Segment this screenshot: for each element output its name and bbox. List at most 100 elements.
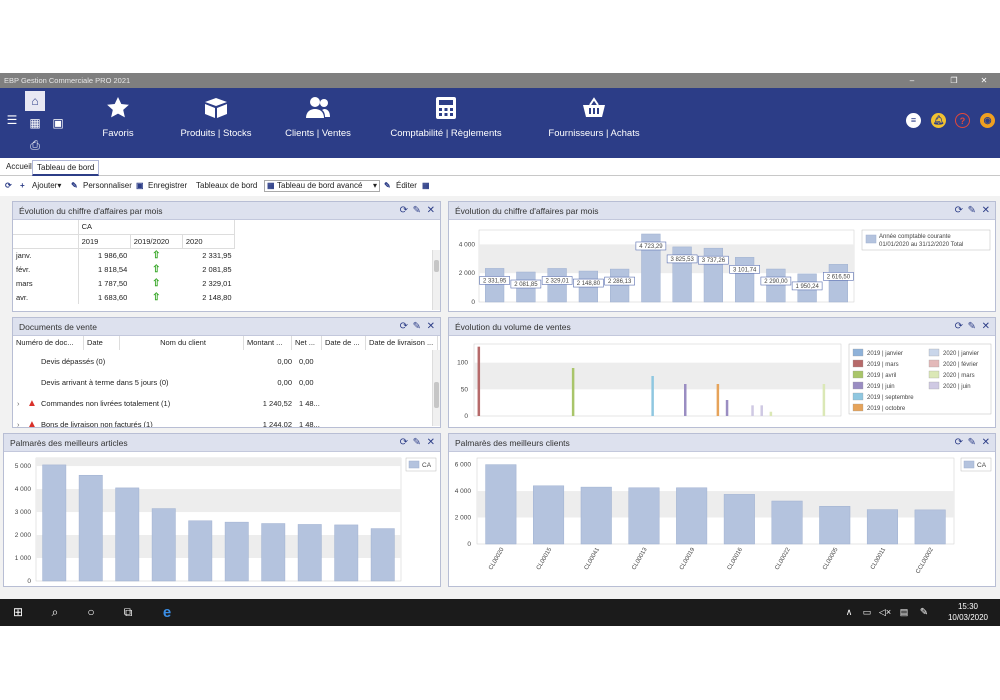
refresh-icon[interactable]: ⟳ — [5, 181, 12, 190]
bell-icon[interactable]: 🔔︎ — [931, 113, 946, 128]
bar[interactable] — [151, 508, 176, 582]
volume-icon[interactable]: ◁× — [878, 607, 892, 617]
menu-icon[interactable]: ☰ — [6, 113, 18, 127]
col-client-name[interactable]: Nom du client — [120, 336, 244, 350]
tab-accueil[interactable]: Accueil — [6, 162, 32, 171]
table-row[interactable]: janv. 1 986,60 ⇧ 2 331,95 — [13, 248, 235, 262]
bar[interactable] — [716, 384, 720, 416]
col-delivery-date[interactable]: Date de livraison ... — [366, 336, 438, 350]
bar[interactable] — [334, 524, 359, 582]
pencil-icon[interactable]: ✎ — [967, 205, 976, 216]
pencil-icon[interactable]: ✎ — [412, 321, 421, 332]
list-icon[interactable]: ≡ — [906, 113, 921, 128]
tab-tableau-de-bord[interactable]: Tableau de bord — [32, 160, 100, 176]
table-row[interactable]: mars 1 787,50 ⇧ 2 329,01 — [13, 276, 235, 290]
col-2019[interactable]: 2019 — [78, 234, 131, 249]
col-2019-2020[interactable]: 2019/2020 — [130, 234, 183, 249]
add-button[interactable]: Ajouter▾ — [32, 181, 62, 190]
maximize-button[interactable]: ❐ — [950, 76, 958, 85]
clock[interactable]: 15:30 10/03/2020 — [940, 601, 996, 623]
bar[interactable] — [769, 411, 773, 416]
task-view-icon[interactable]: ⧉ — [123, 605, 133, 619]
vertical-scrollbar[interactable] — [432, 350, 440, 426]
refresh-icon[interactable]: ⟳ — [399, 205, 408, 216]
pencil-icon[interactable]: ✎ — [412, 205, 421, 216]
list-item[interactable]: › ▲ Bons de livraison non facturés (1) 1 24… — [13, 415, 433, 427]
scroll-thumb[interactable] — [434, 382, 439, 408]
nav-produits-stocks[interactable]: Produits | Stocks — [172, 96, 260, 139]
search-icon[interactable]: ⌕ — [51, 605, 59, 619]
save-button[interactable]: Enregistrer — [148, 181, 188, 190]
bar[interactable] — [533, 485, 565, 545]
col-date[interactable]: Date — [84, 336, 120, 350]
edge-icon[interactable]: e — [162, 604, 172, 621]
close-icon[interactable]: ✕ — [981, 437, 990, 448]
bar[interactable] — [651, 376, 654, 416]
list-item[interactable]: › ▲ Commandes non livrées totalement (1) 1 … — [13, 394, 433, 414]
col-net[interactable]: Net ... — [292, 336, 322, 350]
app-icon[interactable]: ◉ — [980, 113, 995, 128]
refresh-icon[interactable]: ⟳ — [399, 321, 408, 332]
bar[interactable] — [628, 487, 660, 545]
close-icon[interactable]: ✕ — [981, 205, 990, 216]
bar[interactable] — [828, 264, 848, 303]
bar[interactable] — [684, 384, 687, 416]
bar[interactable] — [571, 368, 575, 416]
bar[interactable] — [224, 521, 249, 582]
col-date-2[interactable]: Date de ... — [322, 336, 366, 350]
close-icon[interactable]: ✕ — [426, 205, 435, 216]
refresh-icon[interactable]: ⟳ — [954, 437, 963, 448]
network-icon[interactable]: ▤ — [899, 607, 909, 617]
table-row[interactable]: févr. 1 818,54 ⇧ 2 081,85 — [13, 262, 235, 276]
bar[interactable] — [78, 474, 103, 582]
customize-button[interactable]: Personnaliser — [83, 181, 132, 190]
list-item[interactable]: Devis arrivant à terme dans 5 jours (0) 0… — [13, 373, 433, 393]
bar[interactable] — [580, 486, 612, 545]
bar[interactable] — [751, 405, 754, 416]
bar[interactable] — [370, 528, 395, 582]
col-amount[interactable]: Montant ... — [244, 336, 292, 350]
bar[interactable] — [485, 464, 517, 545]
list-item[interactable]: Devis dépassés (0) 0,00 0,00 — [13, 352, 433, 372]
battery-icon[interactable]: ▭ — [862, 607, 872, 617]
pencil-icon[interactable]: ✎ — [967, 437, 976, 448]
bar[interactable] — [261, 523, 286, 582]
bar[interactable] — [766, 268, 786, 303]
bar[interactable] — [297, 524, 322, 582]
calendar-icon[interactable]: ▣ — [52, 116, 64, 130]
nav-comptabilite-reglements[interactable]: Comptabilité | Règlements — [382, 96, 510, 139]
refresh-icon[interactable]: ⟳ — [399, 437, 408, 448]
pencil-icon[interactable]: ✎ — [967, 321, 976, 332]
board-select[interactable]: Tableau de bord avancé ▾ — [264, 180, 380, 192]
bar[interactable] — [725, 400, 729, 416]
bar[interactable] — [477, 346, 481, 416]
cortana-icon[interactable]: ○ — [87, 605, 95, 619]
close-icon[interactable]: ✕ — [426, 437, 435, 448]
scroll-thumb[interactable] — [434, 260, 439, 272]
bar[interactable] — [771, 500, 803, 545]
bar[interactable] — [485, 268, 505, 303]
bar[interactable] — [819, 506, 851, 545]
bar[interactable] — [914, 509, 946, 545]
bar[interactable] — [760, 405, 763, 416]
expand-icon[interactable]: › — [17, 420, 20, 427]
bar[interactable] — [723, 494, 755, 545]
home-icon[interactable]: ⌂ — [25, 91, 45, 111]
help-icon[interactable]: ? — [955, 113, 970, 128]
bar[interactable] — [866, 509, 898, 545]
pen-icon[interactable]: ✎ — [919, 607, 929, 618]
chevron-up-icon[interactable]: ∧ — [845, 607, 853, 617]
print-icon[interactable]: ⎙ — [30, 138, 40, 152]
bar[interactable] — [641, 233, 661, 303]
bar[interactable] — [115, 487, 140, 582]
refresh-icon[interactable]: ⟳ — [954, 321, 963, 332]
pencil-icon[interactable]: ✎ — [412, 437, 421, 448]
bar[interactable] — [42, 464, 67, 582]
vertical-scrollbar[interactable] — [432, 250, 440, 310]
col-2020[interactable]: 2020 — [182, 234, 236, 249]
bar[interactable] — [735, 257, 755, 303]
close-button[interactable]: ✕ — [980, 76, 988, 85]
bar[interactable] — [822, 384, 826, 416]
table-row[interactable]: avr. 1 683,60 ⇧ 2 148,80 — [13, 290, 235, 304]
bar[interactable] — [676, 487, 708, 545]
